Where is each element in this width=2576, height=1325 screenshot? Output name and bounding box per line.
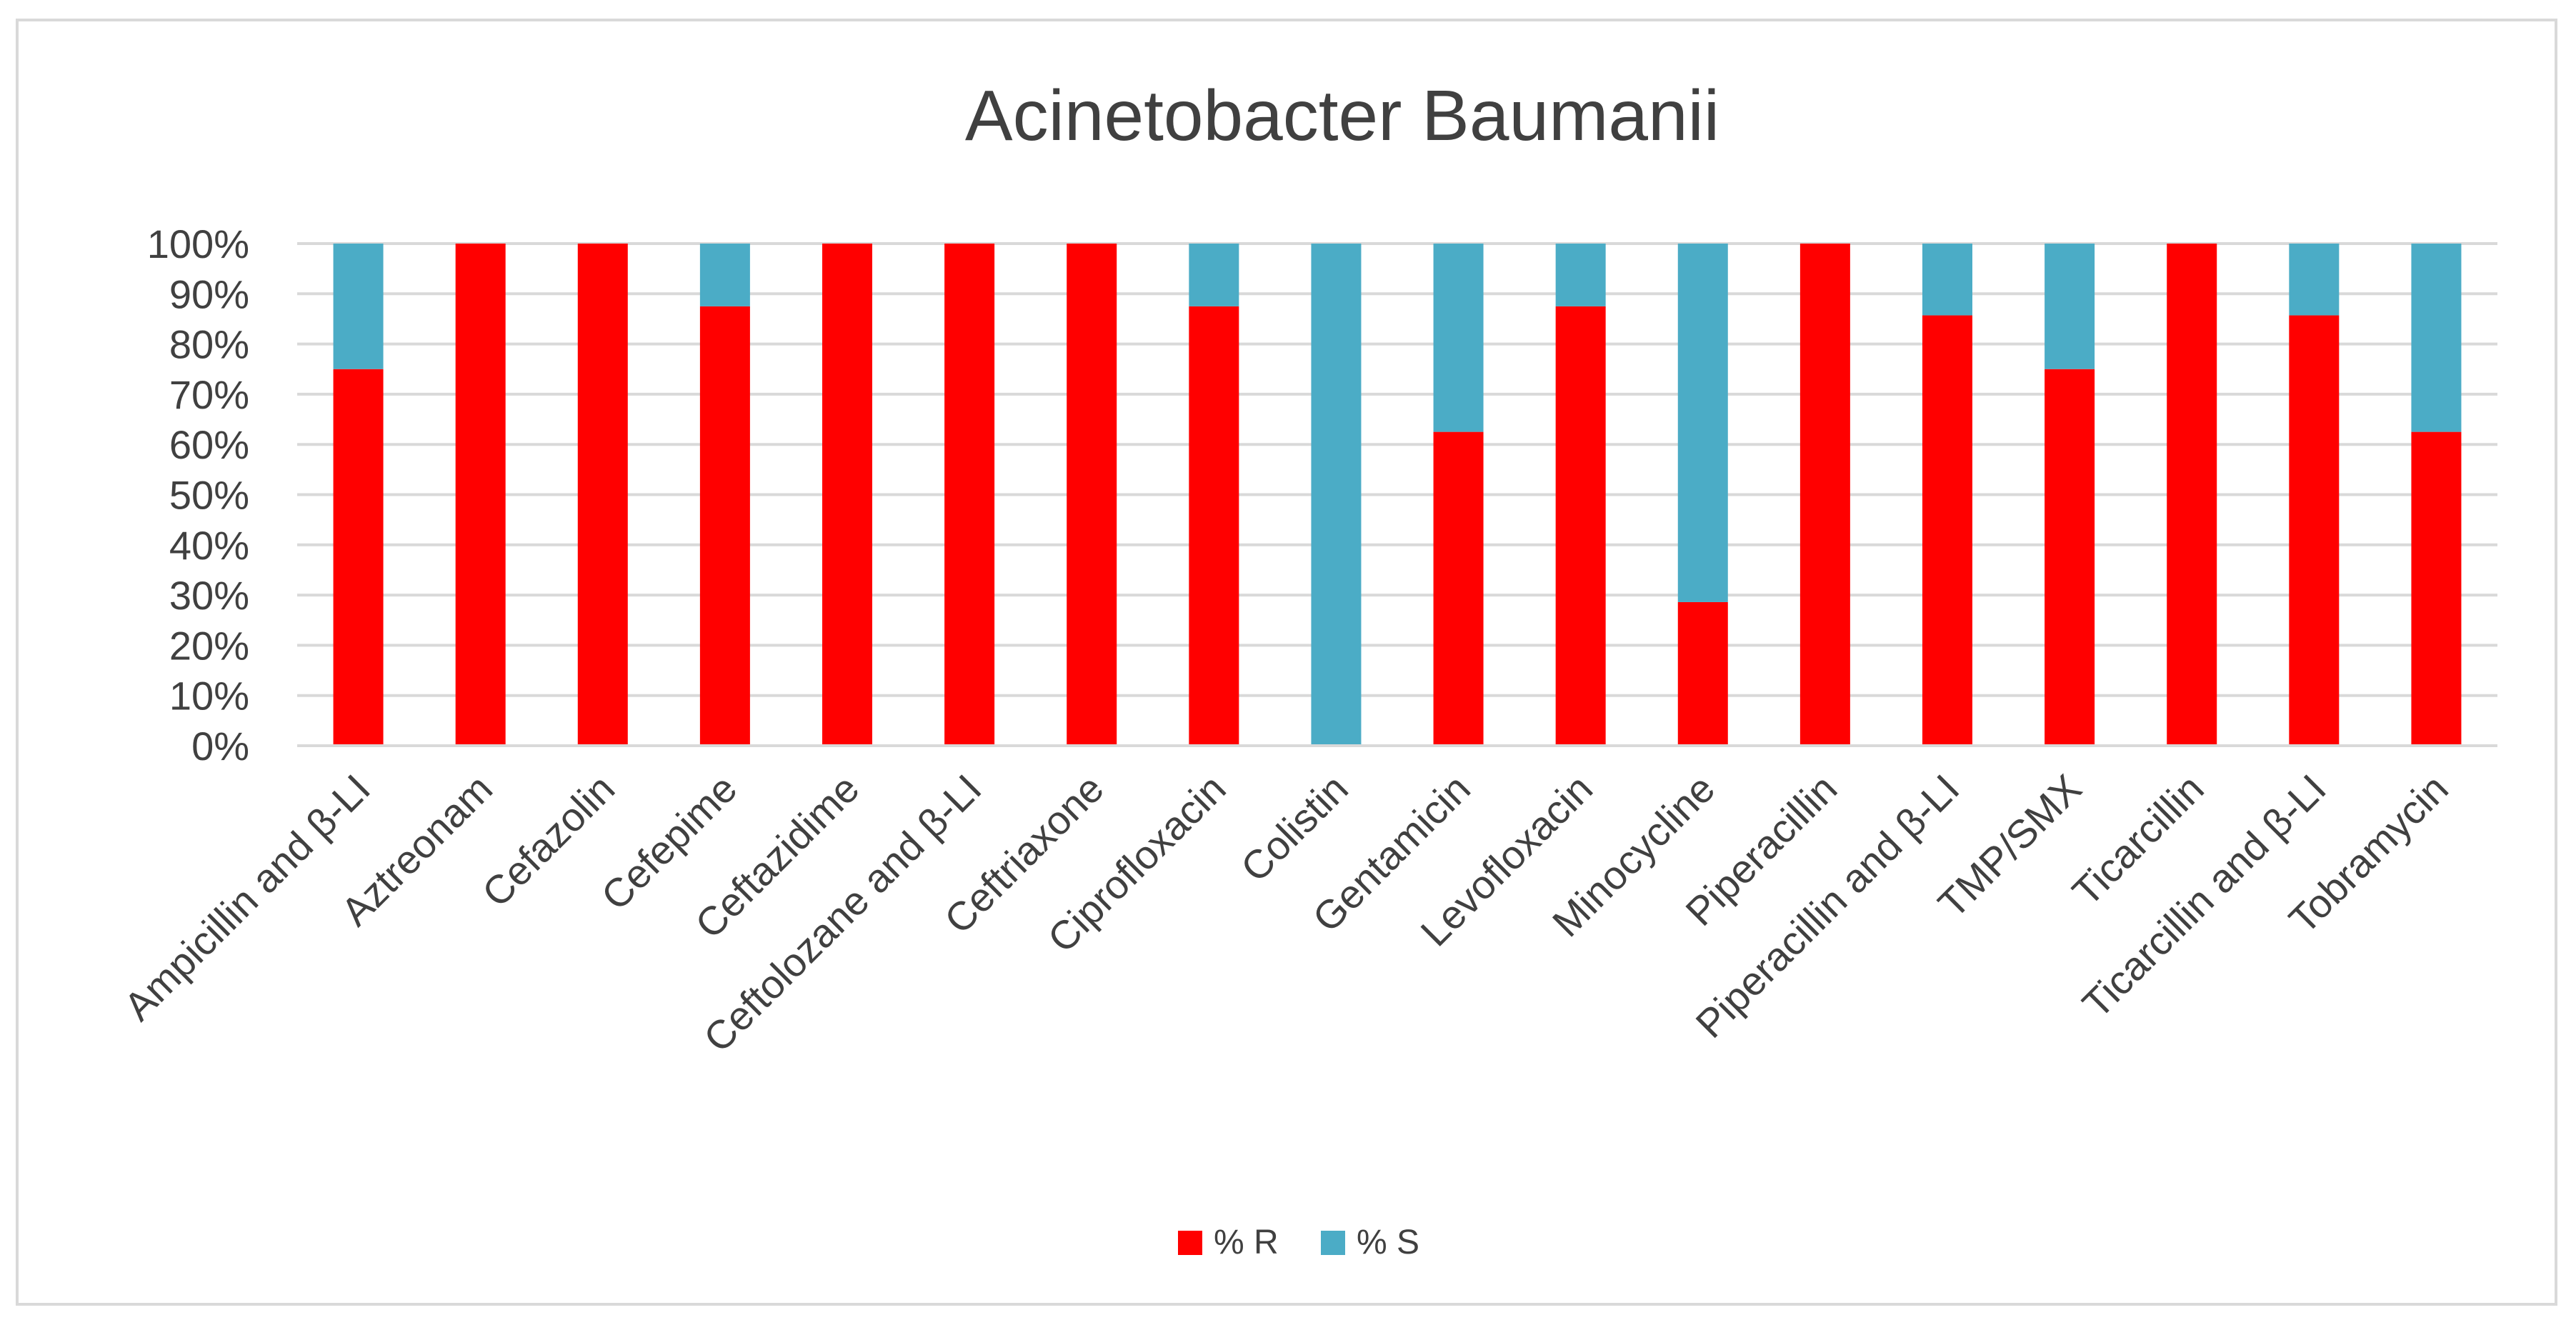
bar-segment-s	[2045, 244, 2095, 369]
bar-segment-s	[1555, 244, 1606, 306]
bar-segment-r	[1433, 431, 1484, 746]
bar-segment-s	[2411, 244, 2462, 432]
bar-segment-r	[2411, 431, 2462, 746]
y-tick-label: 80%	[169, 322, 249, 367]
bar-segment-r	[577, 244, 628, 746]
chart-frame: Acinetobacter Baumanii 0% 10% 20% 30% 40% 50%…	[16, 19, 2557, 1306]
bar-segment-r	[455, 244, 506, 746]
y-tick-label: 30%	[169, 573, 249, 618]
legend-label: % R	[1214, 1224, 1279, 1261]
y-tick-label: 20%	[169, 623, 249, 668]
chart-svg: Acinetobacter Baumanii 0% 10% 20% 30% 40% 50%…	[115, 76, 2497, 1261]
bar-segment-s	[1311, 244, 1362, 746]
x-axis-labels: Ampicillin and β-LIAztreonamCefazolinCef…	[115, 766, 2457, 1061]
y-tick-label: 10%	[169, 674, 249, 719]
bar-segment-s	[2289, 244, 2340, 316]
legend: % R % S	[1178, 1224, 1419, 1261]
bar-segment-r	[699, 306, 750, 746]
bar-segment-r	[944, 244, 995, 746]
y-tick-label: 70%	[169, 372, 249, 417]
bar-segment-r	[2045, 369, 2095, 746]
bar-segment-s	[1677, 244, 1728, 602]
legend-swatch	[1178, 1231, 1202, 1255]
bar-segment-r	[822, 244, 872, 746]
bar-segment-s	[1922, 244, 1972, 316]
bar-segment-r	[1799, 244, 1850, 746]
bar-segment-r	[333, 369, 384, 746]
bar-segment-r	[1555, 306, 1606, 746]
gridlines	[297, 242, 2497, 697]
bar-segment-r	[2289, 315, 2340, 746]
y-tick-label: 60%	[169, 422, 249, 467]
y-tick-label: 50%	[169, 473, 249, 518]
y-tick-label: 90%	[169, 271, 249, 316]
bar-segment-s	[333, 244, 384, 369]
bar-segment-s	[1189, 244, 1239, 306]
bar-segment-r	[2167, 244, 2217, 746]
y-axis-ticks: 0% 10% 20% 30% 40% 50% 60% 70% 80% 90% 100%	[147, 221, 249, 769]
y-tick-label: 40%	[169, 523, 249, 568]
y-tick-label: 100%	[147, 221, 249, 266]
bar-segment-s	[699, 244, 750, 306]
legend-swatch	[1321, 1231, 1345, 1255]
bar-segment-r	[1189, 306, 1239, 746]
bar-segment-r	[1677, 601, 1728, 746]
legend-label: % S	[1357, 1224, 1419, 1261]
bar-segment-r	[1922, 315, 1972, 746]
bars	[333, 244, 2462, 746]
bar-segment-r	[1067, 244, 1117, 746]
x-tick-label: Colistin	[1232, 766, 1357, 890]
y-tick-label: 0%	[191, 724, 249, 769]
bar-segment-s	[1433, 244, 1484, 432]
chart-title: Acinetobacter Baumanii	[965, 76, 1719, 156]
